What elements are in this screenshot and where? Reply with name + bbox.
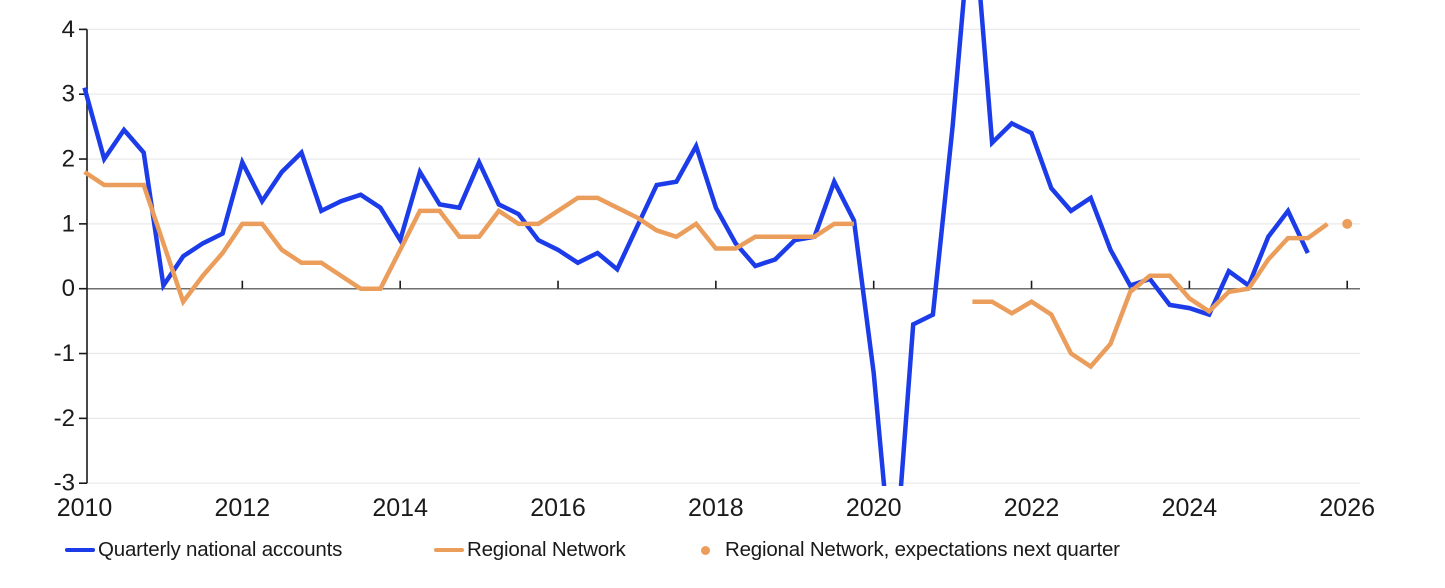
legend-label: Regional Network, expectations next quar… xyxy=(725,538,1120,561)
legend-item-regional-network: Regional Network xyxy=(434,538,626,562)
gridlines xyxy=(87,28,1360,484)
y-tick-label: 1 xyxy=(62,210,75,237)
legend-label: Regional Network xyxy=(467,538,626,561)
series-line-1 xyxy=(972,222,1329,370)
legend-item-regional-network-expectations: Regional Network, expectations next quar… xyxy=(701,538,1120,562)
y-tick-label: 2 xyxy=(62,146,75,173)
x-tick-label: 2016 xyxy=(530,494,586,522)
x-tick-label: 2018 xyxy=(688,494,744,522)
series-line-0 xyxy=(82,0,1310,486)
x-tick-label: 2014 xyxy=(372,494,428,522)
series-line-1 xyxy=(83,170,854,307)
legend-item-quarterly-national-accounts: Quarterly national accounts xyxy=(65,538,342,562)
legend-line-swatch-blue xyxy=(65,547,95,553)
legend-label: Quarterly national accounts xyxy=(98,538,343,561)
x-tick-label: 2026 xyxy=(1319,494,1375,522)
axes xyxy=(79,28,1349,484)
data-series xyxy=(82,0,1353,486)
series-point-2 xyxy=(1342,218,1353,229)
x-tick-label: 2024 xyxy=(1162,494,1218,522)
legend-dot-swatch-orange xyxy=(701,545,710,555)
y-tick-label: 4 xyxy=(62,16,75,43)
y-tick-label: 3 xyxy=(62,81,75,108)
x-tick-label: 2020 xyxy=(846,494,902,522)
y-tick-label: -2 xyxy=(54,405,75,432)
x-tick-label: 2010 xyxy=(57,494,113,522)
x-tick-label: 2012 xyxy=(215,494,271,522)
legend-line-swatch-orange xyxy=(434,547,464,553)
x-tick-label: 2022 xyxy=(1004,494,1060,522)
y-tick-label: 0 xyxy=(62,275,75,302)
y-tick-label: -1 xyxy=(54,340,75,367)
y-tick-label: -3 xyxy=(54,470,75,497)
